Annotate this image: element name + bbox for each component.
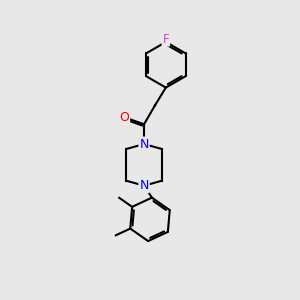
Text: F: F <box>163 32 169 46</box>
Text: N: N <box>140 179 149 192</box>
Text: N: N <box>140 138 149 151</box>
Text: O: O <box>119 111 129 124</box>
